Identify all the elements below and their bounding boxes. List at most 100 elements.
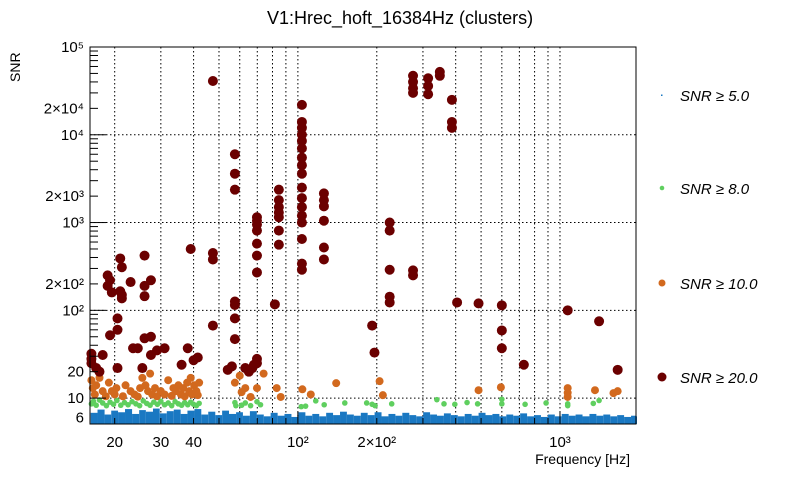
data-point (110, 390, 119, 399)
data-point (446, 122, 457, 133)
data-point-snr5 (423, 412, 431, 424)
data-point (496, 343, 507, 354)
data-point (192, 352, 203, 363)
data-point (296, 99, 307, 110)
data-point-snr5 (436, 415, 444, 424)
data-point (273, 239, 284, 250)
data-point (139, 291, 150, 302)
data-point (423, 89, 434, 100)
data-point (146, 369, 155, 378)
data-point-snr5 (416, 416, 424, 424)
data-point-snr5 (513, 415, 521, 424)
data-point (296, 210, 307, 221)
data-point (312, 398, 319, 404)
data-point (612, 364, 623, 375)
data-point-snr5 (464, 413, 472, 424)
data-point (112, 313, 123, 324)
data-point (298, 403, 305, 410)
data-point (90, 398, 97, 405)
x-tick-label: 20 (106, 434, 123, 451)
data-point-snr5 (381, 416, 389, 424)
data-point (388, 401, 395, 407)
data-point (269, 299, 280, 310)
data-point-snr5 (582, 416, 590, 424)
legend-marker (657, 372, 667, 382)
data-point (158, 398, 164, 405)
series-1 (88, 396, 602, 410)
data-point (246, 392, 255, 401)
data-point (423, 80, 434, 91)
data-point-snr5 (222, 410, 230, 424)
data-point-snr5 (534, 415, 541, 424)
data-point (384, 217, 395, 228)
data-point-snr5 (610, 416, 618, 424)
data-point (563, 392, 572, 401)
data-point-snr5 (575, 414, 583, 424)
data-point (296, 122, 307, 133)
data-point (207, 254, 218, 265)
data-point (240, 363, 251, 374)
data-point (384, 264, 395, 275)
data-point (378, 391, 387, 400)
data-point-snr5 (187, 410, 195, 424)
data-point (434, 396, 440, 403)
data-point-snr5 (319, 416, 327, 424)
plot-frame (89, 46, 637, 425)
data-point-snr5 (312, 413, 320, 424)
data-point (196, 400, 202, 407)
data-point-snr5 (104, 414, 112, 424)
data-point-snr5 (395, 415, 403, 424)
x-tick-label: 10² (287, 434, 309, 451)
data-point (252, 384, 261, 393)
y-axis-label: SNR (7, 52, 23, 82)
data-point-snr5 (326, 412, 334, 424)
data-point (446, 94, 457, 105)
data-point (226, 361, 237, 372)
data-point (151, 345, 162, 356)
data-point (87, 376, 96, 385)
data-point-snr5 (333, 415, 341, 424)
x-axis-label: Frequency [Hz] (535, 451, 630, 467)
data-point (473, 298, 484, 309)
data-point (112, 363, 123, 374)
data-point-snr5 (125, 409, 133, 424)
data-point-snr5 (284, 413, 292, 424)
data-point-snr5 (263, 416, 271, 424)
data-point (182, 343, 193, 354)
data-point (384, 297, 395, 308)
data-point (145, 275, 156, 286)
data-point (242, 400, 249, 406)
data-point (185, 243, 196, 254)
data-point (121, 381, 130, 390)
data-point-snr5 (291, 416, 299, 424)
data-point-snr5 (97, 409, 105, 424)
data-point (90, 390, 99, 399)
data-point (518, 359, 529, 370)
data-point-snr5 (457, 416, 465, 424)
data-point-snr5 (346, 414, 354, 424)
data-point (93, 402, 99, 409)
data-point (372, 402, 378, 409)
data-point-snr5 (478, 412, 486, 424)
y-tick-label: 6 (76, 410, 84, 427)
data-point-snr5 (450, 415, 458, 424)
data-point-snr5 (568, 415, 576, 424)
data-point-snr5 (527, 416, 535, 424)
data-point-snr5 (520, 413, 528, 424)
data-point-snr5 (208, 411, 216, 424)
data-point (296, 143, 307, 154)
data-point-snr5 (305, 415, 313, 424)
data-point (257, 401, 264, 408)
data-point (496, 300, 507, 311)
data-point-snr5 (152, 408, 160, 424)
data-point-snr5 (589, 413, 597, 424)
data-point (296, 168, 307, 179)
data-point-snr5 (443, 413, 451, 424)
data-point (110, 401, 117, 408)
series-0 (90, 408, 637, 424)
data-point-snr5 (90, 412, 98, 424)
data-point (496, 383, 505, 392)
data-point (207, 320, 218, 331)
data-point (137, 363, 148, 374)
data-point (594, 316, 605, 327)
